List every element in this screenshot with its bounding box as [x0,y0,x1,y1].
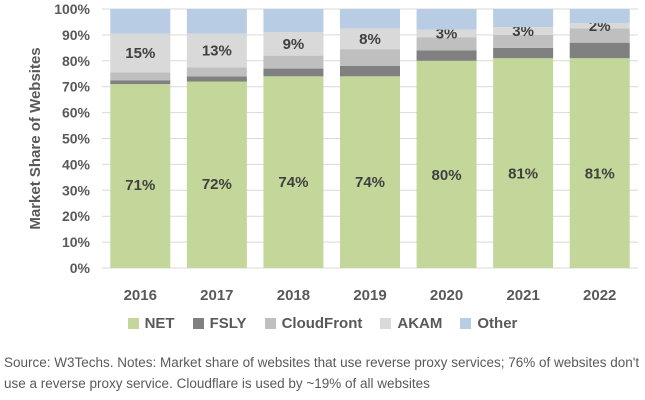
legend-swatch [264,318,276,329]
data-label: 74% [355,174,385,191]
bar-fsly-2021 [493,47,554,59]
bar-fsly-2016 [110,80,171,85]
data-label: 9% [283,36,305,53]
x-tick-label: 2016 [124,287,157,304]
bar-other-2019 [340,9,400,29]
bar-akam-2020 [416,29,477,38]
data-label: 13% [202,42,232,59]
y-tick-label: 70% [62,79,91,95]
data-label: 3% [436,26,458,43]
bar-net-2018 [263,76,324,268]
legend-item-net: NET [127,315,175,332]
bar-cloudfront-2020 [416,37,477,51]
bar-net-2019 [340,76,400,268]
x-tick-label: 2021 [506,287,539,304]
bar-net-2022 [569,58,630,269]
data-label: 71% [125,177,155,194]
source-note: Source: W3Techs. Notes: Market share of … [4,355,640,391]
bar-akam-2018 [263,32,324,56]
legend-label: NET [144,315,175,332]
bar-cloudfront-2022 [569,28,630,43]
legend-swatch [192,318,204,329]
x-tick-label: 2017 [200,287,233,304]
legend: NET FSLY CloudFront AKAM Other [0,315,645,332]
bar-cloudfront-2019 [340,49,400,66]
y-axis-label: Market Share of Websites [27,47,44,229]
data-label: 74% [278,174,308,191]
legend-item-cloudfront: CloudFront [264,315,363,332]
bar-fsly-2018 [263,68,324,77]
bar-other-2020 [416,9,477,30]
stacked-bar-chart: 0% 10% 20% 30% 40% 50% 60% 70% 80% 90% 100% Market … [27,1,638,304]
y-tick-label: 80% [62,53,91,69]
data-label: 81% [585,166,615,183]
x-tick-label: 2018 [277,287,310,304]
bar-other-2017 [186,9,247,34]
bar-other-2021 [493,9,554,28]
legend-item-akam: AKAM [380,315,442,332]
legend-label: CloudFront [281,315,363,332]
bar-cloudfront-2017 [186,67,247,77]
bar-other-2022 [569,9,630,24]
legend-item-fsly: FSLY [192,315,247,332]
legend-label: FSLY [209,315,247,332]
y-tick-label: 40% [62,156,91,172]
legend-label: AKAM [397,315,443,332]
data-label: 15% [125,45,155,62]
y-tick-label: 30% [62,182,91,198]
x-tick-label: 2019 [353,287,386,304]
bar-net-2017 [186,81,247,269]
data-label: 81% [508,166,538,183]
bar-cloudfront-2018 [263,55,324,69]
bar-cloudfront-2016 [110,72,171,81]
bar-akam-2017 [186,33,247,68]
y-tick-label: 10% [62,234,91,250]
legend-item-other: Other [460,315,517,332]
data-label: 80% [432,167,462,184]
y-tick-label: 0% [70,260,91,276]
bar-akam-2019 [340,28,400,50]
y-tick-label: 60% [62,105,91,121]
bar-akam-2021 [493,27,554,35]
bar-fsly-2020 [416,50,477,61]
bar-fsly-2022 [569,42,630,59]
y-tick-label: 50% [62,131,91,147]
data-label: 72% [202,176,232,193]
legend-swatch [380,318,392,329]
y-tick-label: 20% [62,208,91,224]
data-label: 8% [359,31,381,48]
bar-fsly-2019 [340,65,400,77]
x-tick-label: 2022 [583,287,616,304]
bar-net-2021 [493,58,554,269]
legend-label: Other [477,315,518,332]
bar-other-2016 [110,9,171,34]
y-tick-label: 90% [62,27,91,43]
bar-cloudfront-2021 [493,34,554,48]
legend-swatch [127,318,139,329]
bar-net-2020 [416,60,477,268]
bar-net-2016 [110,84,171,268]
y-tick-label: 100% [54,1,90,17]
bar-akam-2022 [569,23,630,29]
x-tick-label: 2020 [430,287,463,304]
bar-other-2018 [263,9,324,33]
legend-swatch [460,318,472,329]
bar-fsly-2017 [186,76,247,82]
data-label: 3% [512,23,534,40]
bar-akam-2016 [110,33,171,73]
